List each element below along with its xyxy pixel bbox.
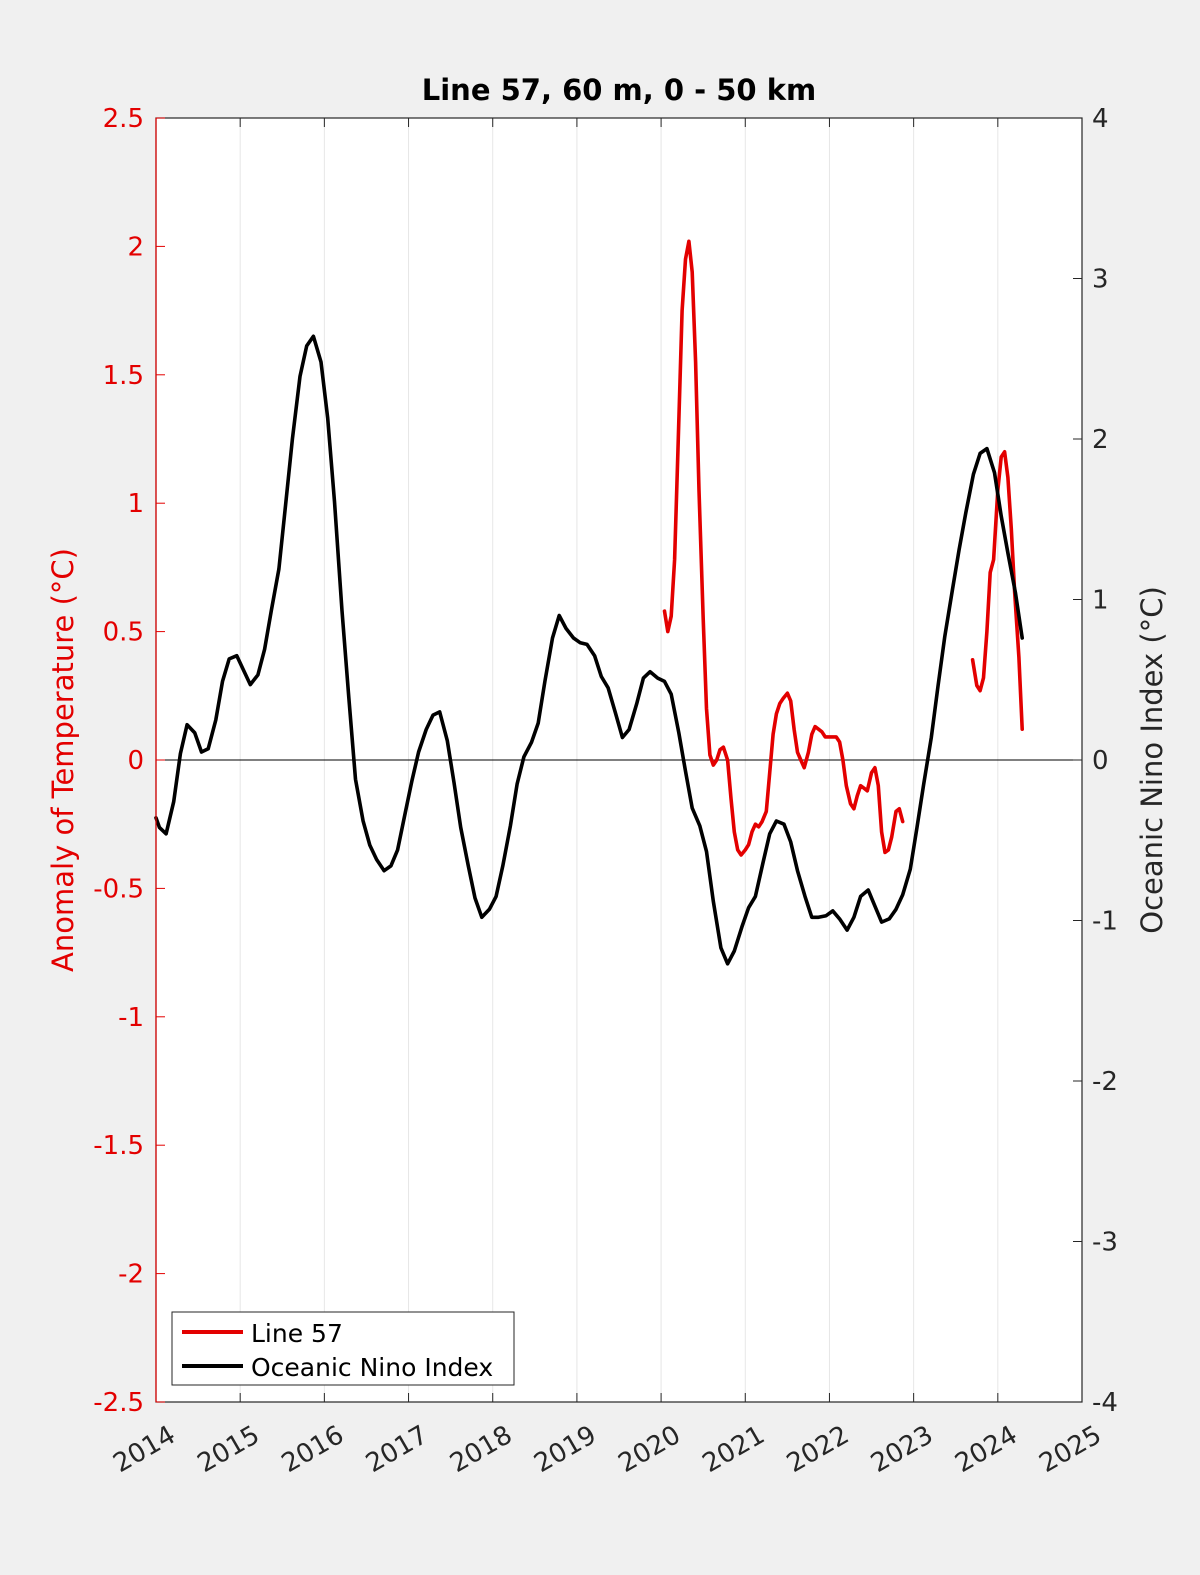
legend-box <box>171 1311 515 1386</box>
y-left-tick-label: -2 <box>118 1260 144 1290</box>
chart-title: Line 57, 60 m, 0 - 50 km <box>422 73 816 107</box>
y-axis-right-label: Oceanic Nino Index (°C) <box>1135 586 1169 934</box>
y-left-tick-label: 0 <box>127 746 144 776</box>
y-right-tick-label: 2 <box>1092 425 1109 455</box>
y-right-tick-label: -4 <box>1092 1388 1118 1418</box>
y-left-tick-label: 0.5 <box>103 618 144 648</box>
y-right-tick-label: -3 <box>1092 1228 1118 1258</box>
y-left-tick-label: -0.5 <box>93 874 144 904</box>
legend-label-oni: Oceanic Nino Index <box>251 1353 493 1382</box>
y-left-tick-label: 2.5 <box>103 104 144 134</box>
y-right-tick-label: -1 <box>1092 907 1118 937</box>
legend: Line 57 Oceanic Nino Index <box>171 1311 515 1386</box>
y-left-tick-label: -1 <box>118 1003 144 1033</box>
y-right-tick-label: 4 <box>1092 104 1109 134</box>
legend-label-line57: Line 57 <box>251 1319 343 1348</box>
oni-series <box>154 334 1025 966</box>
y-left-tick-label: -1.5 <box>93 1131 144 1161</box>
line57-series <box>662 239 905 857</box>
series-layer <box>154 239 1025 966</box>
y-left-tick-label: -2.5 <box>93 1388 144 1418</box>
y-right-tick-label: 3 <box>1092 265 1109 295</box>
y-left-tick-label: 1.5 <box>103 361 144 391</box>
y-left-tick-label: 2 <box>127 232 144 262</box>
y-right-tick-label: -2 <box>1092 1067 1118 1097</box>
y-axis-left-label: Anomaly of Temperature (°C) <box>46 548 80 972</box>
y-right-tick-label: 0 <box>1092 746 1109 776</box>
y-left-tick-label: 1 <box>127 489 144 519</box>
y-right-tick-label: 1 <box>1092 586 1109 616</box>
